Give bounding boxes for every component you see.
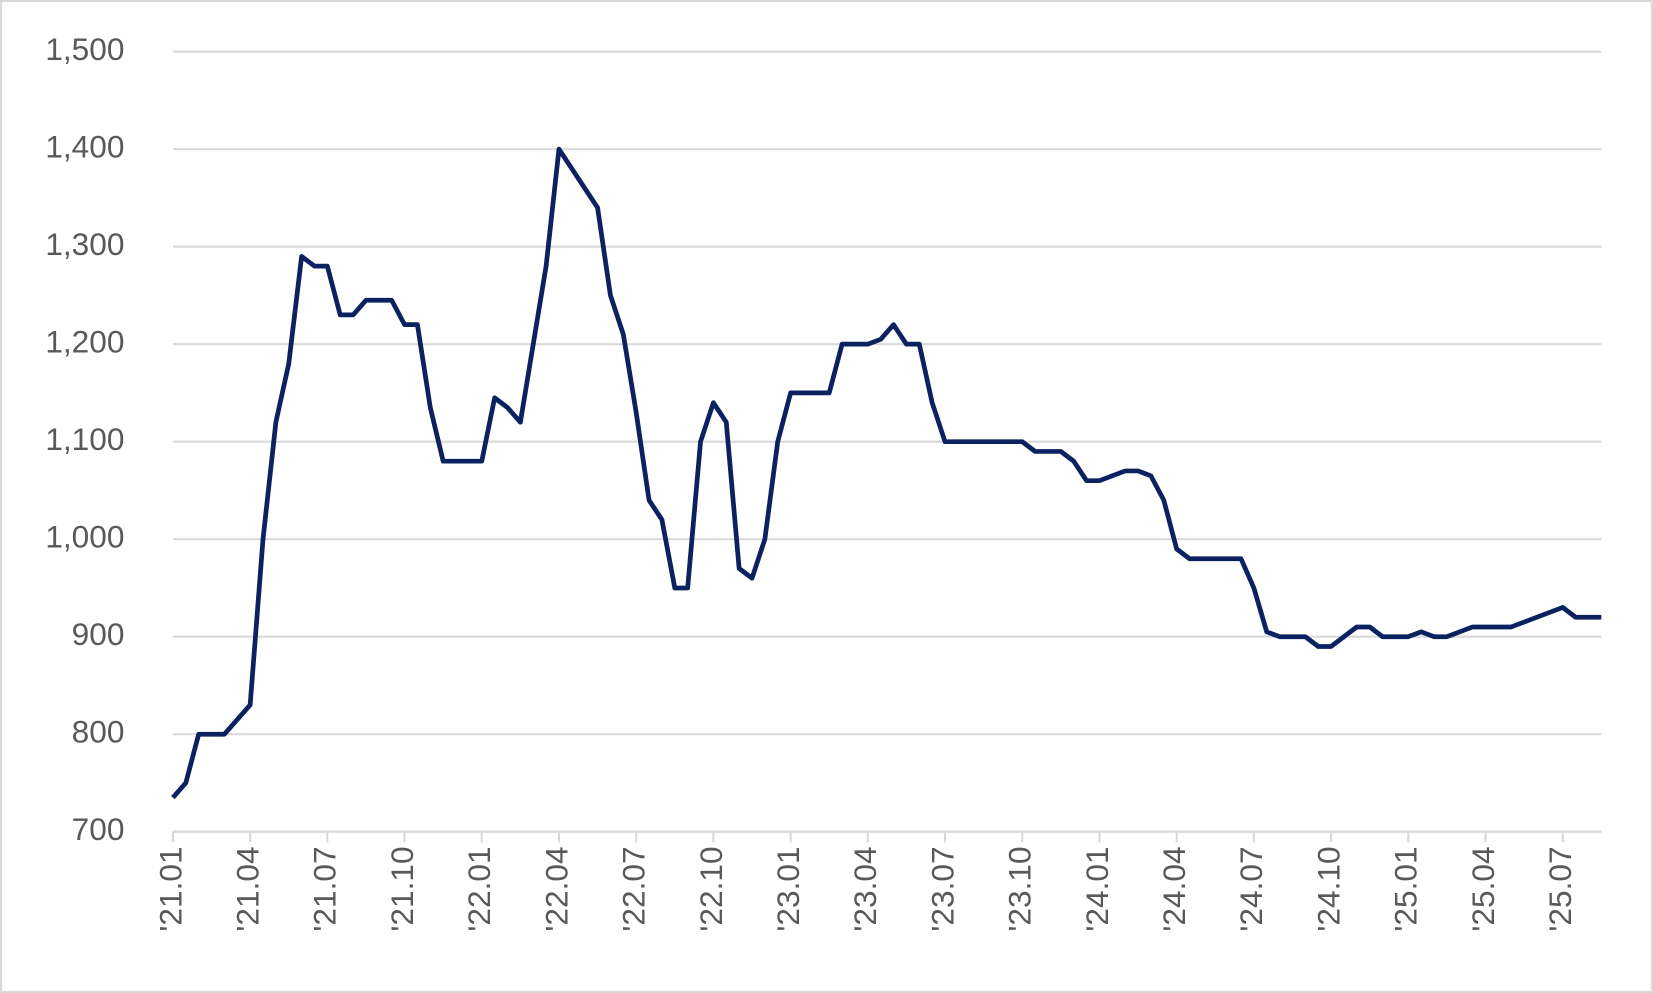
x-tick-label: '24.04 [1156,846,1192,931]
x-tick-label: '21.01 [152,846,188,931]
line [171,146,1602,800]
y-tick-label: 1,300 [45,226,124,262]
x-tick-label: '22.10 [693,846,729,931]
x-tick-label: '24.07 [1233,846,1269,931]
x-tick-label: '22.01 [461,846,497,931]
x-tick-label: '25.04 [1465,846,1501,931]
x-tick-label: '21.04 [230,846,266,931]
x-tick-label: '23.10 [1002,846,1038,931]
y-tick-label: 700 [72,811,125,847]
y-tick-label: 1,000 [45,519,124,555]
x-tick-label: '21.10 [384,846,420,931]
x-tick-label: '23.04 [847,846,883,931]
x-tick-label: '22.04 [538,846,574,931]
x-tick-label: '25.01 [1388,846,1424,931]
y-tick-label: 900 [72,616,125,652]
y-tick-label: 1,200 [45,324,124,360]
x-tick-label: '23.01 [770,846,806,931]
y-tick-label: 1,100 [45,421,124,457]
x-tick-label: '22.07 [616,846,652,931]
x-tick-label: '24.10 [1310,846,1346,931]
x-tick-label: '23.07 [924,846,960,931]
y-tick-label: 800 [72,714,125,750]
x-tick-label: '24.01 [1079,846,1115,931]
y-tick-label: 1,400 [45,129,124,165]
x-tick-label: '25.07 [1542,846,1578,931]
y-tick-label: 1,500 [45,31,124,67]
x-tick-label: '21.07 [307,846,343,931]
